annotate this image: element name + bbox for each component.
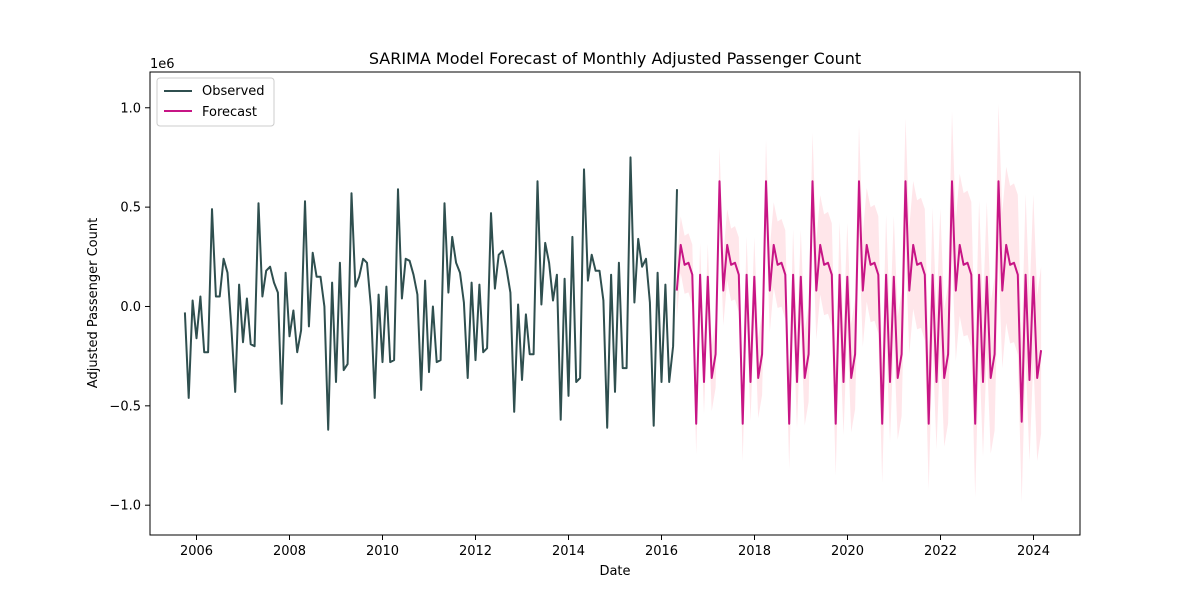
x-axis-title: Date xyxy=(599,564,630,579)
x-tick-label: 2012 xyxy=(459,544,492,559)
y-tick-label: −1.0 xyxy=(109,499,141,514)
y-tick-layer: −1.0 −0.5 0.0 0.5 1.0 xyxy=(109,101,150,514)
legend-label-forecast: Forecast xyxy=(202,105,257,120)
y-tick-label: 0.5 xyxy=(120,201,141,216)
forecast-confidence-band xyxy=(676,104,1042,503)
series-layer xyxy=(183,156,1043,431)
x-tick-layer: 2006 2008 2010 2012 2014 2016 2018 2020 2022 2024 xyxy=(180,535,1050,559)
legend-label-observed: Observed xyxy=(202,84,265,99)
series-line-forecast xyxy=(675,180,1043,425)
x-tick-label: 2024 xyxy=(1017,544,1050,559)
confidence-band-layer xyxy=(676,104,1042,503)
x-tick-label: 2016 xyxy=(645,544,678,559)
x-tick-label: 2014 xyxy=(552,544,585,559)
y-scale-label: 1e6 xyxy=(150,57,175,72)
x-tick-label: 2006 xyxy=(180,544,213,559)
x-tick-label: 2018 xyxy=(738,544,771,559)
x-tick-label: 2022 xyxy=(924,544,957,559)
y-tick-label: 1.0 xyxy=(120,101,141,116)
y-axis-title: Adjusted Passenger Count xyxy=(86,218,101,388)
y-tick-label: −0.5 xyxy=(109,399,141,414)
legend: Observed Forecast xyxy=(156,77,275,127)
x-tick-label: 2008 xyxy=(273,544,306,559)
series-line-observed xyxy=(183,156,678,431)
plot-frame xyxy=(149,71,1081,536)
y-tick-label: 0.0 xyxy=(120,300,141,315)
x-tick-label: 2020 xyxy=(831,544,864,559)
chart-title: SARIMA Model Forecast of Monthly Adjuste… xyxy=(369,49,861,68)
x-tick-label: 2010 xyxy=(366,544,399,559)
